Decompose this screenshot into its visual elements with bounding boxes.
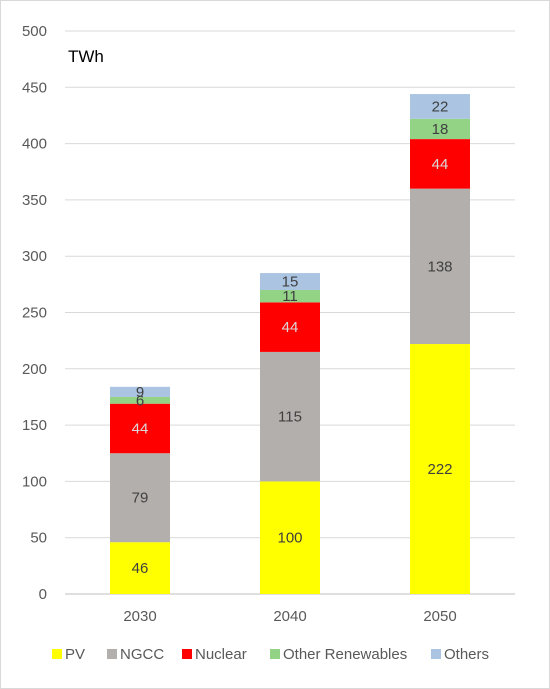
y-tick-label: 400 <box>22 136 47 153</box>
bar-segment <box>410 139 470 189</box>
data-label: 100 <box>277 530 302 547</box>
y-tick-label: 100 <box>22 473 47 490</box>
legend-label: PV <box>65 646 85 663</box>
bars <box>110 94 470 594</box>
y-tick-label: 450 <box>22 79 47 96</box>
legend-item: Nuclear <box>182 646 247 663</box>
data-label: 79 <box>132 490 149 507</box>
bar-segment <box>260 302 320 352</box>
legend-item: PV <box>52 646 85 663</box>
legend-swatch <box>270 649 280 659</box>
bar-segment <box>110 453 170 543</box>
y-tick-label: 200 <box>22 361 47 378</box>
x-tick-label: 2030 <box>123 608 156 625</box>
legend-label: NGCC <box>120 646 164 663</box>
bar-segment <box>110 396 170 404</box>
bar-segment <box>410 344 470 594</box>
data-label: 15 <box>282 274 299 291</box>
y-tick-label: 250 <box>22 305 47 322</box>
data-label: 44 <box>432 156 449 173</box>
bar-segment <box>410 94 470 119</box>
bar-segment <box>260 273 320 290</box>
legend-swatch <box>182 649 192 659</box>
y-tick-label: 350 <box>22 192 47 209</box>
legend: PV NGCC Nuclear Other Renewables Others <box>52 646 489 663</box>
data-label: 9 <box>136 384 144 401</box>
legend-swatch <box>107 649 117 659</box>
data-label: 115 <box>278 409 302 426</box>
bar-segment <box>410 188 470 345</box>
legend-label: Other Renewables <box>283 646 407 663</box>
x-tick-label: 2040 <box>273 608 306 625</box>
y-axis-ticks: 0 50 100 150 200 250 300 350 400 450 500 <box>22 23 47 603</box>
legend-swatch <box>52 649 62 659</box>
data-label: 18 <box>432 121 449 138</box>
y-tick-label: 50 <box>30 530 47 547</box>
data-label: 11 <box>282 288 298 305</box>
legend-label: Others <box>444 646 489 663</box>
y-tick-label: 0 <box>39 586 47 603</box>
data-label: 6 <box>136 392 144 409</box>
data-label: 138 <box>427 258 452 275</box>
bar-segment <box>260 289 320 303</box>
legend-item: Other Renewables <box>270 646 407 663</box>
x-tick-label: 2050 <box>423 608 456 625</box>
legend-swatch <box>431 649 441 659</box>
bar-segment <box>410 118 470 140</box>
data-label: 44 <box>132 420 149 437</box>
bar-segment <box>110 542 170 594</box>
y-tick-label: 300 <box>22 248 47 265</box>
data-label: 44 <box>282 319 299 336</box>
legend-item: Others <box>431 646 489 663</box>
y-tick-label: 150 <box>22 417 47 434</box>
legend-label: Nuclear <box>195 646 247 663</box>
x-axis-ticks: 2030 2040 2050 <box>123 608 456 625</box>
data-label: 222 <box>427 461 452 478</box>
data-label: 46 <box>132 560 149 577</box>
unit-label: TWh <box>68 47 104 66</box>
bar-segment <box>260 351 320 482</box>
data-label: 22 <box>432 98 449 115</box>
bar-segment <box>260 481 320 594</box>
y-tick-label: 500 <box>22 23 47 40</box>
bar-segment <box>110 386 170 397</box>
bar-segment <box>110 403 170 454</box>
legend-item: NGCC <box>107 646 164 663</box>
